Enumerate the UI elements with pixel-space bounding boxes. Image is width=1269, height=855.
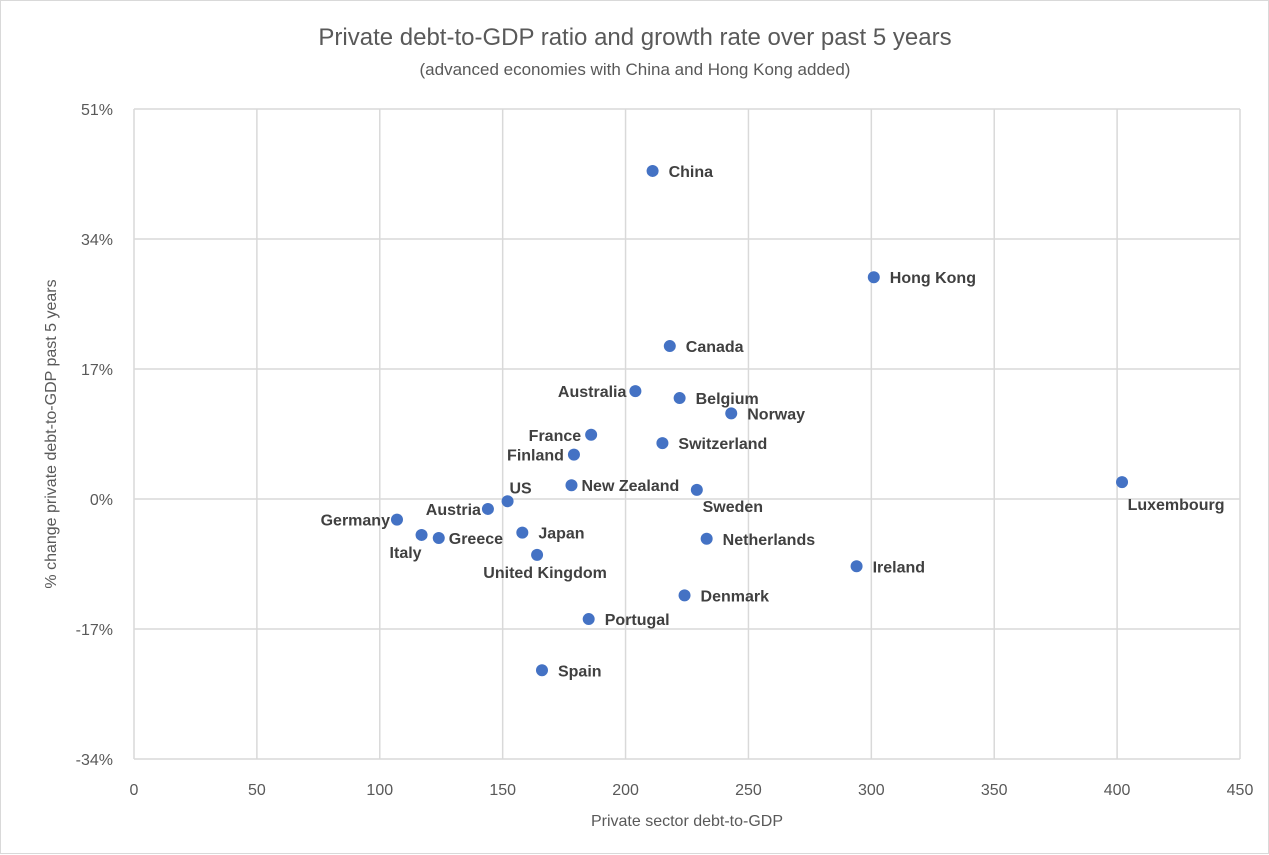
data-label: Sweden: [703, 499, 763, 516]
data-label: Germany: [321, 513, 390, 530]
data-label: Japan: [538, 526, 584, 543]
chart-title: Private debt-to-GDP ratio and growth rat…: [318, 24, 951, 51]
x-tick-label: 200: [612, 782, 639, 799]
data-point-belgium[interactable]: [673, 392, 686, 405]
data-point-new-zealand[interactable]: [565, 479, 578, 492]
x-tick-label: 300: [858, 782, 885, 799]
y-tick-label: -34%: [76, 752, 113, 769]
data-label: Greece: [449, 531, 503, 548]
data-point-spain[interactable]: [535, 664, 548, 677]
y-tick-label: -17%: [76, 622, 113, 639]
x-tick-label: 150: [489, 782, 516, 799]
data-point-norway[interactable]: [725, 407, 738, 420]
data-point-australia[interactable]: [629, 385, 642, 398]
x-tick-label: 450: [1227, 782, 1254, 799]
chart-subtitle: (advanced economies with China and Hong …: [420, 60, 851, 79]
data-label: United Kingdom: [483, 565, 607, 582]
data-point-netherlands[interactable]: [700, 532, 713, 545]
x-axis-label: Private sector debt-to-GDP: [591, 813, 783, 830]
x-tick-label: 400: [1104, 782, 1131, 799]
x-tick-label: 50: [248, 782, 266, 799]
data-label: Norway: [747, 406, 805, 423]
data-label: Spain: [558, 663, 602, 680]
x-tick-label: 250: [735, 782, 762, 799]
data-point-finland[interactable]: [567, 448, 580, 461]
data-label: Belgium: [696, 391, 759, 408]
data-point-greece[interactable]: [432, 532, 445, 544]
data-point-hong-kong[interactable]: [867, 271, 880, 284]
data-label: Austria: [426, 502, 481, 519]
x-tick-label: 100: [366, 782, 393, 799]
y-tick-label: 0%: [90, 492, 113, 509]
data-point-france[interactable]: [585, 428, 598, 441]
data-point-united-kingdom[interactable]: [531, 548, 544, 561]
data-label: Canada: [686, 339, 744, 356]
data-point-canada[interactable]: [663, 340, 676, 353]
data-label: Australia: [558, 384, 627, 401]
data-label: France: [529, 428, 582, 445]
y-tick-label: 17%: [81, 362, 113, 379]
gridlines: [133, 108, 1241, 760]
y-axis-label: % change private debt-to-GDP past 5 year…: [43, 279, 60, 588]
data-label: Portugal: [605, 612, 670, 629]
data-point-portugal[interactable]: [582, 613, 595, 626]
data-point-austria[interactable]: [481, 502, 494, 515]
data-point-japan[interactable]: [516, 526, 529, 539]
data-point-us[interactable]: [501, 495, 514, 508]
x-tick-label: 350: [981, 782, 1008, 799]
y-tick-label: 51%: [81, 102, 113, 119]
data-point-germany[interactable]: [390, 513, 403, 526]
data-label: US: [509, 480, 532, 497]
y-axis-ticks: 51% 34% 17% 0% -17% -34%: [76, 102, 113, 769]
y-tick-label: 34%: [81, 232, 113, 249]
data-labels: China Hong Kong Canada Australia BelgiumNorw…: [321, 164, 1225, 680]
data-label: Denmark: [701, 588, 770, 605]
data-point-denmark[interactable]: [678, 589, 691, 602]
data-point-ireland[interactable]: [850, 560, 863, 573]
data-label: Finland: [507, 448, 564, 465]
data-label: Hong Kong: [890, 270, 976, 287]
x-axis-ticks: 0 50 100 150 200 250 300 350 400 450: [130, 782, 1254, 799]
data-point-sweden[interactable]: [690, 483, 703, 496]
data-point-italy[interactable]: [415, 528, 428, 541]
x-tick-label: 0: [130, 782, 139, 799]
data-label: Ireland: [873, 559, 925, 576]
data-label: Luxembourg: [1128, 497, 1225, 514]
data-point-china[interactable]: [646, 164, 659, 177]
data-label: Switzerland: [678, 436, 767, 453]
data-label: New Zealand: [581, 478, 679, 495]
data-label: Italy: [390, 545, 422, 562]
data-points: [390, 164, 1129, 677]
data-point-luxembourg[interactable]: [1116, 476, 1129, 489]
data-label: China: [669, 164, 714, 181]
data-point-switzerland[interactable]: [656, 437, 669, 450]
data-label: Netherlands: [723, 532, 816, 549]
